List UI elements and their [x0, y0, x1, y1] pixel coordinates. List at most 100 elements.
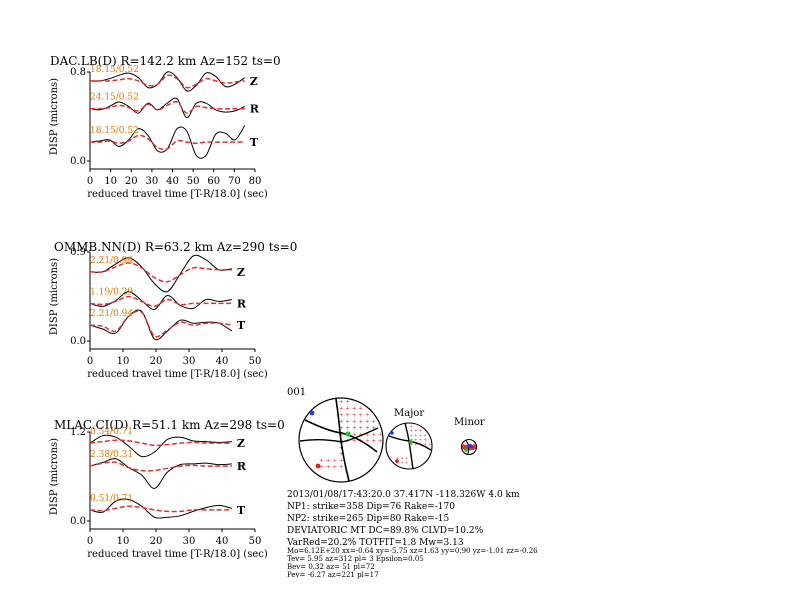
fit-label: 24.15/0.52 [90, 93, 139, 103]
event-id: 001 [287, 387, 306, 398]
x-tick-label: 80 [249, 176, 262, 187]
component-label: Z [250, 75, 258, 88]
compression-mark: + [365, 432, 370, 438]
compression-mark: + [345, 399, 350, 405]
synthetic-trace-r [89, 295, 232, 308]
observed-trace-r [89, 458, 232, 489]
compression-mark: + [410, 433, 414, 438]
compression-mark: + [345, 412, 350, 418]
compression-mark: + [352, 432, 357, 438]
component-label: Z [237, 266, 245, 279]
synthetic-trace-z [89, 74, 245, 89]
compression-mark: + [352, 438, 357, 444]
x-tick-label: 0 [87, 536, 93, 547]
t-axis-line: Tev= 5.95 az=312 pl= 3 Epsilon=0.05 [287, 555, 424, 563]
compression-mark: + [365, 412, 370, 418]
compression-mark: + [332, 464, 337, 470]
synthetic-trace-r [89, 461, 232, 472]
fit-label: 18.15/0.52 [90, 126, 139, 136]
beachball-main: + ++ + + ++ + + + ++ + + + + ++ + + + + ++ + + + + ++ + + + + + ++++ +… [298, 397, 384, 483]
x-tick-label: 40 [166, 176, 179, 187]
compression-mark: + [396, 456, 400, 461]
compression-mark: + [400, 460, 404, 465]
compression-mark: + [419, 433, 423, 438]
compression-mark: + [345, 406, 350, 412]
panel-title: DAC.LB(D) R=142.2 km Az=152 ts=0 [50, 54, 281, 68]
moment-tensor-line: Mo=6.12E+20 xx=-0.64 xy=-5.75 xz=1.63 yy… [287, 547, 538, 555]
x-tick-label: 10 [117, 356, 130, 367]
x-tick-label: 40 [216, 356, 229, 367]
info-line: DEVIATORIC MT DC=89.8% CLVD=10.2% [287, 526, 484, 536]
y-tick-label: 0.0 [70, 516, 86, 527]
major-label: Major [394, 408, 424, 419]
x-axis-label: reduced travel time [T-R/18.0] (sec) [87, 369, 268, 380]
component-label: T [237, 319, 246, 332]
compression-mark: + [339, 399, 344, 405]
x-tick-label: 30 [146, 176, 159, 187]
compression-mark: + [365, 425, 370, 431]
observed-trace-t [89, 309, 233, 341]
compression-mark: + [365, 438, 370, 444]
b-axis-line: Bev= 0.32 az= 51 pl=72 [287, 563, 375, 571]
synthetic-trace-t [89, 134, 245, 151]
info-line: NP1: strike=358 Dip=76 Rake=-170 [287, 502, 455, 512]
y-tick-label: 1.2 [70, 427, 86, 438]
compression-mark: + [352, 425, 357, 431]
synthetic-trace-z [89, 439, 232, 447]
x-tick-label: 50 [187, 176, 200, 187]
fit-label: 18.15/0.52 [90, 65, 139, 75]
component-label: R [237, 297, 247, 310]
panel-title: MLAC.CI(D) R=51.1 km Az=298 ts=0 [54, 418, 285, 432]
fit-label: 0.54/0.71 [90, 427, 133, 437]
compression-mark: + [365, 419, 370, 425]
compression-mark: + [339, 451, 344, 457]
synthetic-trace-t [89, 310, 233, 338]
x-tick-label: 30 [183, 356, 196, 367]
observed-trace-r [89, 97, 245, 119]
observed-trace-t [89, 498, 233, 519]
compression-mark: + [352, 419, 357, 425]
fit-label: 1.19/0.29 [90, 287, 133, 297]
compression-mark: + [371, 432, 376, 438]
compression-mark: + [352, 412, 357, 418]
synthetic-trace-r [89, 100, 245, 114]
compression-mark: + [414, 428, 418, 433]
synthetic-trace-z [89, 262, 232, 283]
y-axis-label: DISP (microns) [49, 78, 60, 155]
fit-label: 2.21/0.94 [90, 309, 133, 319]
compression-mark: + [358, 432, 363, 438]
component-label: T [237, 504, 246, 517]
compression-mark: + [410, 437, 414, 442]
compression-mark: + [414, 442, 418, 447]
y-tick-label: 0.8 [70, 67, 86, 78]
compression-mark: + [428, 442, 432, 447]
x-tick-label: 10 [104, 176, 117, 187]
compression-mark: + [400, 456, 404, 461]
component-label: R [237, 460, 247, 473]
compression-mark: + [423, 442, 427, 447]
compression-mark: + [405, 460, 409, 465]
compression-mark: + [326, 464, 331, 470]
compression-mark: + [423, 433, 427, 438]
x-tick-label: 60 [207, 176, 220, 187]
beachball-major-dots: +++++++++++++++++++++++ [396, 423, 432, 465]
x-tick-label: 20 [150, 356, 163, 367]
compression-mark: + [319, 458, 324, 464]
compression-mark: + [378, 432, 383, 438]
compression-mark: + [319, 464, 324, 470]
compression-mark: + [378, 438, 383, 444]
waveform-panel: MLAC.CI(D) R=51.1 km Az=298 ts=0 0.0 1.2 0 1… [49, 418, 285, 560]
y-tick-label: 0.0 [70, 336, 86, 347]
info-line: NP2: strike=265 Dip=80 Rake=-15 [287, 514, 449, 524]
synthetic-trace-t [89, 505, 232, 513]
compression-mark: + [423, 437, 427, 442]
compression-mark: + [371, 438, 376, 444]
compression-mark: + [410, 423, 414, 428]
compression-mark: + [414, 437, 418, 442]
solution-summary: 2013/01/08/17:43:20.0 37.417N -118.326W … [286, 490, 538, 579]
compression-mark: + [371, 419, 376, 425]
compression-mark: + [358, 406, 363, 412]
beachball-major: +++++++++++++++++++++++ [385, 422, 433, 470]
x-tick-label: 0 [87, 356, 93, 367]
